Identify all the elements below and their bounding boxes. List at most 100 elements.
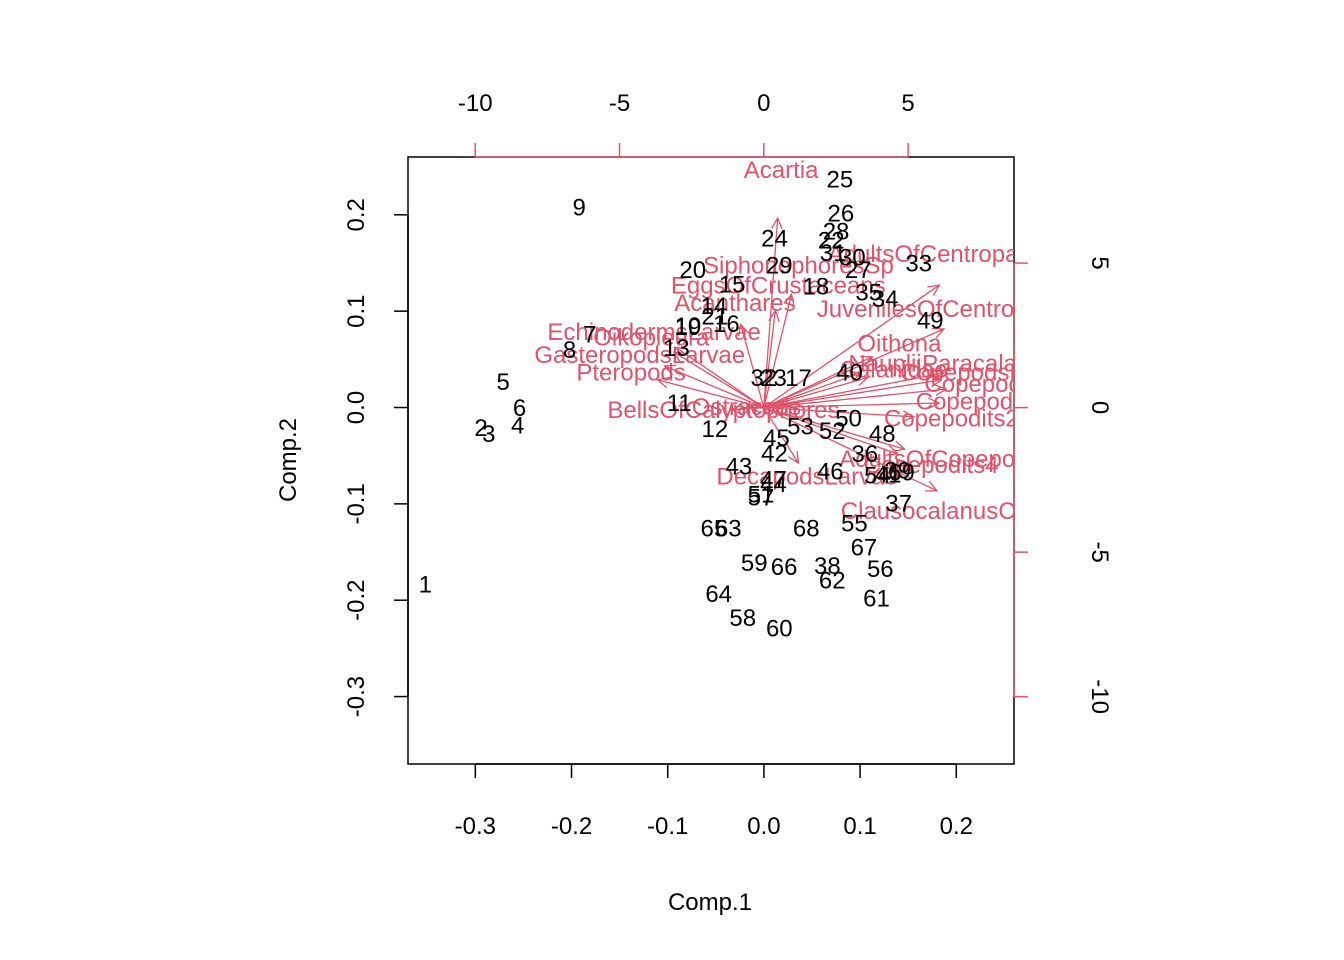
loading-arrowhead — [783, 292, 795, 307]
loading-arrowhead — [737, 322, 750, 337]
observation-label: 40 — [836, 359, 863, 386]
left-axis: -0.3 -0.2 -0.1 0.0 0.1 0.2 — [343, 198, 409, 717]
loading-arrowhead — [928, 397, 941, 410]
observation-label: 10 — [675, 313, 702, 340]
loading-label: EchinodermsLarvae — [547, 319, 760, 346]
loading-arrow — [763, 294, 793, 408]
observation-label: 57 — [748, 485, 775, 512]
right-axis: -10 -5 0 5 — [1013, 256, 1113, 714]
loading-arrow — [763, 328, 945, 409]
loading-label: Acartia — [744, 157, 819, 184]
loading-arrow — [763, 388, 947, 409]
observation-label: 33 — [905, 250, 932, 277]
observation-label: 12 — [701, 416, 728, 443]
observation-label: 54 — [864, 462, 891, 489]
observation-label: 51 — [748, 482, 775, 509]
y-tick-label: -0.2 — [343, 580, 370, 621]
loading-arrow — [763, 402, 940, 409]
observation-label: 1 — [419, 571, 432, 598]
observation-label: 63 — [715, 515, 742, 542]
loading-arrow — [763, 372, 945, 409]
observation-label: 35 — [855, 279, 882, 306]
observation-label: 30 — [839, 245, 866, 272]
observation-label: 62 — [819, 567, 846, 594]
observation-label: 16 — [713, 311, 740, 338]
observation-label: 22 — [818, 227, 845, 254]
observation-label: 28 — [823, 219, 850, 246]
top-axis: -10 -5 0 5 — [458, 90, 915, 158]
observation-label: 26 — [828, 200, 855, 227]
observation-label: 68 — [793, 515, 820, 542]
observation-label: 36 — [852, 441, 879, 468]
loading-label: Oithona — [857, 331, 942, 358]
loading-arrow — [763, 406, 914, 418]
observation-label: 39 — [884, 458, 911, 485]
loading-arrow — [673, 351, 765, 409]
loading-arrow — [763, 379, 942, 409]
loading-label: Oikopleura — [593, 325, 710, 352]
y-tick-label: 0.1 — [343, 294, 370, 327]
observation-label: 2 — [474, 415, 487, 442]
loading-arrow — [763, 407, 938, 492]
loading-arrow — [763, 310, 776, 408]
loading-label: ClausocalanusCopepodits — [841, 498, 1120, 525]
y-tick-label: -0.1 — [343, 483, 370, 524]
loading-arrow — [664, 365, 765, 409]
loading-label: Paracalanus — [922, 351, 1055, 378]
loading-arrow — [763, 407, 799, 464]
loading-label: AdultsOfCopepods — [839, 446, 1040, 473]
observation-label: 58 — [729, 605, 756, 632]
top-tick-label: 0 — [757, 90, 770, 117]
loading-arrow — [763, 356, 873, 409]
observation-label: 32 — [751, 365, 778, 392]
loading-arrow — [763, 376, 868, 409]
observation-label: 67 — [851, 535, 878, 562]
observation-label: 55 — [841, 511, 868, 538]
observation-label: 61 — [863, 586, 890, 613]
loading-label: JuvenilesOfCentropagesTypicus — [817, 296, 1161, 323]
loading-arrows: Acartia AdultsOfCentropagesTypicusSiphono… — [534, 157, 1161, 525]
loading-arrowhead — [924, 481, 939, 492]
observation-label: 64 — [705, 581, 732, 608]
observation-label: 50 — [835, 406, 862, 433]
observation-label: 15 — [719, 272, 746, 299]
x-tick-label: 0.0 — [747, 813, 780, 840]
observation-label: 29 — [766, 252, 793, 279]
loading-arrowhead — [771, 216, 783, 230]
loading-arrowhead — [931, 327, 946, 339]
loading-label: Nauplii — [848, 351, 921, 378]
observation-label: 44 — [760, 471, 787, 498]
loading-label: GasteropodsLarvae — [534, 342, 745, 369]
loading-arrowhead — [892, 440, 907, 452]
loading-label: SiphonophoresSp — [703, 252, 894, 279]
observation-label: 60 — [766, 616, 793, 643]
loading-arrowhead — [885, 444, 900, 456]
observation-label: 18 — [802, 274, 829, 301]
loading-label: EggsOfCrustaceans — [671, 273, 886, 300]
observation-label: 56 — [867, 556, 894, 583]
loading-label: Copepodits1 — [924, 371, 1059, 398]
observation-label: 43 — [726, 454, 753, 481]
observation-label: 19 — [675, 314, 702, 341]
observation-label: 13 — [663, 335, 690, 362]
loading-arrow — [763, 406, 898, 455]
bottom-axis: -0.3 -0.2 -0.1 0.0 0.1 0.2 — [455, 763, 973, 840]
loading-label: AdultsOfCentropagesTypicus — [828, 241, 1139, 268]
right-tick-label: -5 — [1086, 541, 1113, 562]
loading-arrow — [657, 379, 764, 409]
loading-label: CopepodsNaupl — [900, 359, 1072, 386]
x-tick-label: -0.3 — [455, 813, 496, 840]
loading-arrowhead — [768, 309, 780, 323]
observation-label: 59 — [741, 550, 768, 577]
loading-label: Pteropods — [576, 359, 685, 386]
loading-label: DecapodsLarvae — [716, 463, 897, 490]
loading-arrowhead — [848, 370, 863, 382]
observation-label: 66 — [771, 554, 798, 581]
loading-label: Calanidae — [840, 357, 948, 384]
observation-label: 3 — [482, 421, 495, 448]
y-tick-label: 0.2 — [343, 198, 370, 231]
observation-label: 4 — [511, 412, 524, 439]
loading-arrow — [763, 217, 779, 408]
observation-label: 20 — [679, 257, 706, 284]
